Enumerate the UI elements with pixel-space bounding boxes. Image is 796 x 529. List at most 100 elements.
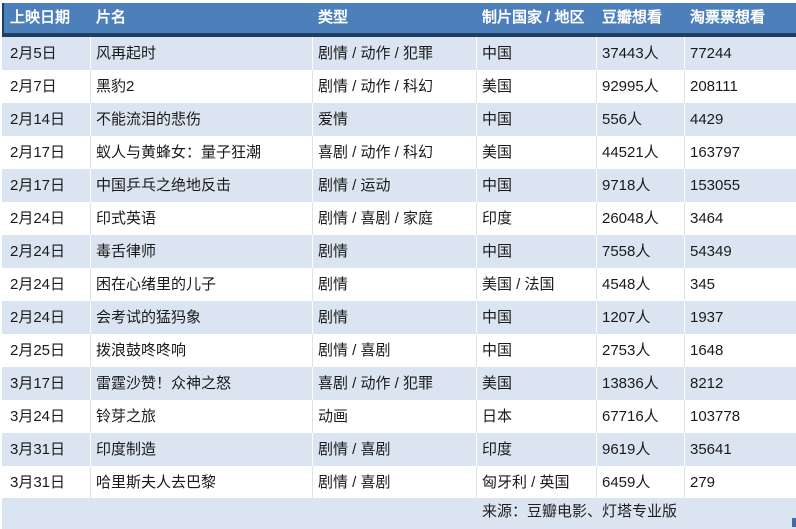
- cell-release-date[interactable]: 2月24日: [2, 268, 91, 301]
- cell-douban-count[interactable]: 67716人: [597, 400, 685, 433]
- cell-taopiaopiao-count[interactable]: 1937: [690, 309, 724, 326]
- cell-taopiaopiao-count[interactable]: 279: [690, 474, 716, 491]
- cell-douban-count[interactable]: 9619人: [597, 433, 685, 466]
- cell-genre[interactable]: 喜剧 / 动作 / 犯罪: [313, 367, 477, 400]
- cell-genre[interactable]: 剧情: [313, 301, 477, 334]
- cell-release-date[interactable]: 2月5日: [2, 37, 91, 70]
- cell-country[interactable]: 日本: [477, 400, 597, 433]
- cell-country[interactable]: 中国: [477, 169, 597, 202]
- table-row[interactable]: 2月7日 黑豹2 剧情 / 动作 / 科幻 美国 92995人 208111: [2, 70, 796, 103]
- cell-title[interactable]: 雷霆沙赞！众神之怒: [91, 367, 313, 400]
- cell-title[interactable]: 蚁人与黄蜂女：量子狂潮: [91, 136, 313, 169]
- cell-country[interactable]: 印度: [477, 433, 597, 466]
- column-header[interactable]: 上映日期: [10, 9, 71, 26]
- cell-country[interactable]: 美国: [477, 70, 597, 103]
- cell-release-date[interactable]: 2月7日: [2, 70, 91, 103]
- cell-genre[interactable]: 剧情 / 动作 / 科幻: [313, 70, 477, 103]
- cell-douban-count[interactable]: 6459人: [597, 466, 685, 499]
- cell-taopiaopiao-count[interactable]: 35641: [690, 441, 732, 458]
- cell-taopiaopiao-count[interactable]: 77244: [690, 45, 732, 62]
- column-header[interactable]: 类型: [318, 9, 349, 26]
- cell-country[interactable]: 印度: [477, 202, 597, 235]
- cell-genre[interactable]: 动画: [313, 400, 477, 433]
- table-row[interactable]: 2月5日 风再起时 剧情 / 动作 / 犯罪 中国 37443人 77244: [2, 37, 796, 70]
- cell-taopiaopiao-count[interactable]: 3464: [690, 210, 724, 227]
- table-row[interactable]: 2月25日 拨浪鼓咚咚响 剧情 / 喜剧 中国 2753人 1648: [2, 334, 796, 367]
- cell-release-date[interactable]: 2月24日: [2, 235, 91, 268]
- table-row[interactable]: 3月17日 雷霆沙赞！众神之怒 喜剧 / 动作 / 犯罪 美国 13836人 8…: [2, 367, 796, 400]
- cell-title[interactable]: 拨浪鼓咚咚响: [91, 334, 313, 367]
- cell-genre[interactable]: 剧情: [313, 235, 477, 268]
- cell-release-date[interactable]: 2月24日: [2, 301, 91, 334]
- cell-title[interactable]: 风再起时: [91, 37, 313, 70]
- cell-country[interactable]: 中国: [477, 301, 597, 334]
- cell-release-date[interactable]: 3月31日: [2, 433, 91, 466]
- cell-country[interactable]: 美国: [477, 367, 597, 400]
- cell-release-date[interactable]: 2月25日: [2, 334, 91, 367]
- cell-country[interactable]: 美国: [477, 136, 597, 169]
- cell-taopiaopiao-count[interactable]: 4429: [690, 111, 724, 128]
- cell-country[interactable]: 中国: [477, 37, 597, 70]
- cell-genre[interactable]: 剧情 / 喜剧 / 家庭: [313, 202, 477, 235]
- cell-douban-count[interactable]: 44521人: [597, 136, 685, 169]
- cell-genre[interactable]: 喜剧 / 动作 / 科幻: [313, 136, 477, 169]
- cell-taopiaopiao-count[interactable]: 1648: [690, 342, 724, 359]
- cell-title[interactable]: 中国乒乓之绝地反击: [91, 169, 313, 202]
- cell-release-date[interactable]: 2月17日: [2, 136, 91, 169]
- cell-taopiaopiao-count[interactable]: 345: [690, 276, 716, 293]
- cell-genre[interactable]: 剧情 / 喜剧: [313, 466, 477, 499]
- cell-douban-count[interactable]: 26048人: [597, 202, 685, 235]
- cell-country[interactable]: 中国: [477, 103, 597, 136]
- column-header[interactable]: 淘票票想看: [690, 9, 766, 26]
- table-row[interactable]: 3月24日 铃芽之旅 动画 日本 67716人 103778: [2, 400, 796, 433]
- cell-genre[interactable]: 剧情: [313, 268, 477, 301]
- table-row[interactable]: 2月24日 困在心绪里的儿子 剧情 美国 / 法国 4548人 345: [2, 268, 796, 301]
- cell-title[interactable]: 黑豹2: [91, 70, 313, 103]
- cell-douban-count[interactable]: 1207人: [597, 301, 685, 334]
- cell-douban-count[interactable]: 92995人: [597, 70, 685, 103]
- cell-douban-count[interactable]: 9718人: [597, 169, 685, 202]
- cell-taopiaopiao-count[interactable]: 153055: [690, 177, 741, 194]
- column-header[interactable]: 制片国家 / 地区: [482, 9, 585, 26]
- cell-douban-count[interactable]: 2753人: [597, 334, 685, 367]
- table-row[interactable]: 3月31日 印度制造 剧情 / 喜剧 印度 9619人 35641: [2, 433, 796, 466]
- cell-title[interactable]: 困在心绪里的儿子: [91, 268, 313, 301]
- cell-douban-count[interactable]: 556人: [597, 103, 685, 136]
- table-row[interactable]: 2月24日 印式英语 剧情 / 喜剧 / 家庭 印度 26048人 3464: [2, 202, 796, 235]
- cell-release-date[interactable]: 2月24日: [2, 202, 91, 235]
- cell-country[interactable]: 中国: [477, 235, 597, 268]
- table-row[interactable]: 2月17日 中国乒乓之绝地反击 剧情 / 运动 中国 9718人 153055: [2, 169, 796, 202]
- cell-taopiaopiao-count[interactable]: 103778: [690, 408, 741, 425]
- table-row[interactable]: 2月17日 蚁人与黄蜂女：量子狂潮 喜剧 / 动作 / 科幻 美国 44521人…: [2, 136, 796, 169]
- cell-release-date[interactable]: 2月14日: [2, 103, 91, 136]
- cell-title[interactable]: 印式英语: [91, 202, 313, 235]
- cell-release-date[interactable]: 3月24日: [2, 400, 91, 433]
- cell-douban-count[interactable]: 4548人: [597, 268, 685, 301]
- cell-douban-count[interactable]: 7558人: [597, 235, 685, 268]
- cell-genre[interactable]: 剧情 / 喜剧: [313, 433, 477, 466]
- cell-title[interactable]: 不能流泪的悲伤: [91, 103, 313, 136]
- cell-genre[interactable]: 爱情: [313, 103, 477, 136]
- cell-douban-count[interactable]: 37443人: [597, 37, 685, 70]
- cell-taopiaopiao-count[interactable]: 163797: [690, 144, 741, 161]
- cell-title[interactable]: 会考试的猛犸象: [91, 301, 313, 334]
- cell-country[interactable]: 美国 / 法国: [477, 268, 597, 301]
- cell-title[interactable]: 铃芽之旅: [91, 400, 313, 433]
- cell-taopiaopiao-count[interactable]: 8212: [690, 375, 724, 392]
- column-header[interactable]: 片名: [96, 9, 127, 26]
- cell-title[interactable]: 毒舌律师: [91, 235, 313, 268]
- cell-country[interactable]: 匈牙利 / 英国: [477, 466, 597, 499]
- column-header[interactable]: 豆瓣想看: [602, 9, 663, 26]
- cell-genre[interactable]: 剧情 / 喜剧: [313, 334, 477, 367]
- cell-douban-count[interactable]: 13836人: [597, 367, 685, 400]
- cell-release-date[interactable]: 2月17日: [2, 169, 91, 202]
- cell-title[interactable]: 印度制造: [91, 433, 313, 466]
- cell-genre[interactable]: 剧情 / 运动: [313, 169, 477, 202]
- table-row[interactable]: 3月31日 哈里斯夫人去巴黎 剧情 / 喜剧 匈牙利 / 英国 6459人 27…: [2, 466, 796, 499]
- cell-title[interactable]: 哈里斯夫人去巴黎: [91, 466, 313, 499]
- cell-country[interactable]: 中国: [477, 334, 597, 367]
- cell-taopiaopiao-count[interactable]: 54349: [690, 243, 732, 260]
- table-row[interactable]: 2月24日 毒舌律师 剧情 中国 7558人 54349: [2, 235, 796, 268]
- table-row[interactable]: 2月14日 不能流泪的悲伤 爱情 中国 556人 4429: [2, 103, 796, 136]
- cell-release-date[interactable]: 3月31日: [2, 466, 91, 499]
